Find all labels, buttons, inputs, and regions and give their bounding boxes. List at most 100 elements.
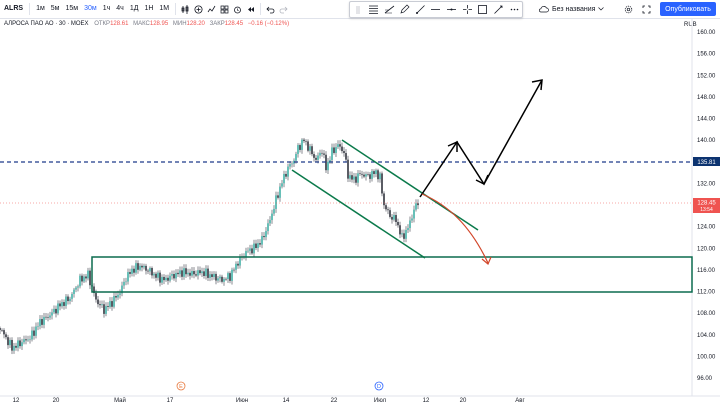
candle-body xyxy=(71,293,73,299)
publish-button[interactable]: Опубликовать xyxy=(660,2,716,16)
candle-body xyxy=(137,263,139,270)
time-tick-label: Июн xyxy=(236,398,248,404)
channel-lower-line[interactable] xyxy=(291,169,426,259)
divider xyxy=(29,3,31,15)
candle-body xyxy=(85,276,87,279)
candle-body xyxy=(79,275,81,287)
candle-body xyxy=(31,330,33,340)
ray-icon[interactable] xyxy=(413,2,428,17)
candle-body xyxy=(413,209,415,219)
candlestick-series xyxy=(0,137,419,355)
candle-body xyxy=(43,316,45,325)
interval-15m[interactable]: 15м xyxy=(65,5,79,12)
candle-body xyxy=(171,274,173,276)
candle-body xyxy=(49,315,51,318)
interval-4h[interactable]: 4ч xyxy=(116,5,124,12)
candle-body xyxy=(155,273,157,278)
candle-body xyxy=(53,308,55,313)
forecast-path-down[interactable] xyxy=(421,193,489,264)
earnings-marker[interactable] xyxy=(176,381,186,391)
candle-body xyxy=(57,303,59,314)
candle-body xyxy=(371,171,373,179)
price-chart[interactable]: 160.00156.00152.00148.00144.00140.00136.… xyxy=(0,18,720,411)
candle-body xyxy=(239,256,241,266)
change-value: −0.16 (−0.12%) xyxy=(247,21,290,27)
time-tick-label: Май xyxy=(114,397,126,404)
interval-1m[interactable]: 1м xyxy=(36,5,45,12)
alert-icon[interactable] xyxy=(231,0,244,18)
candle-body xyxy=(317,155,319,160)
price-tick-label: 100.00 xyxy=(697,354,716,360)
channel-upper-line[interactable] xyxy=(341,139,479,231)
candle-body xyxy=(337,144,339,148)
divider xyxy=(175,3,177,15)
dividend-marker-text: D xyxy=(377,384,381,390)
line-icon[interactable] xyxy=(428,2,443,17)
candle-body xyxy=(395,215,397,223)
candle-body xyxy=(375,170,377,174)
trend-icon[interactable] xyxy=(382,2,397,17)
support-zone-box[interactable] xyxy=(91,256,693,293)
interval-1mo[interactable]: 1М xyxy=(159,5,170,12)
price-tick-label: 144.00 xyxy=(697,117,716,123)
replay-icon[interactable] xyxy=(244,0,257,18)
candle-body xyxy=(251,248,253,254)
fullscreen-icon[interactable] xyxy=(642,5,651,14)
candle-body xyxy=(105,306,107,314)
compare-icon[interactable] xyxy=(192,0,205,18)
price-tick-label: 124.00 xyxy=(697,225,716,231)
candle-body xyxy=(195,274,197,276)
high-value: 128.95 xyxy=(149,21,169,27)
layout-name-label: Без названия xyxy=(552,5,596,13)
drawing-toolbar xyxy=(349,1,523,18)
layout-menu[interactable]: Без названия xyxy=(538,0,671,18)
candle-body xyxy=(399,225,401,235)
candle-body xyxy=(7,337,9,346)
interval-5m[interactable]: 5м xyxy=(50,5,60,12)
more-icon[interactable] xyxy=(507,2,522,17)
indicators-icon[interactable] xyxy=(205,0,218,18)
candles-icon[interactable] xyxy=(179,0,192,18)
candle-body xyxy=(25,339,27,341)
candle-body xyxy=(307,141,309,151)
templates-icon[interactable] xyxy=(218,0,231,18)
rect-icon[interactable] xyxy=(475,2,490,17)
candle-body xyxy=(249,248,251,251)
candle-body xyxy=(319,152,321,156)
candle-body xyxy=(229,273,231,281)
drag-handle-icon[interactable] xyxy=(350,2,365,17)
candle-body xyxy=(389,210,391,217)
candle-body xyxy=(213,273,215,277)
symbol-search[interactable]: ALRS xyxy=(4,5,24,12)
redo-icon[interactable] xyxy=(277,0,290,18)
hline-icon[interactable] xyxy=(444,2,459,17)
forecast-arrow-head-3 xyxy=(531,79,543,91)
candle-body xyxy=(69,298,71,302)
candle-body xyxy=(177,272,179,275)
low-label: МИН xyxy=(172,21,187,27)
candle-body xyxy=(13,345,15,351)
candle-body xyxy=(291,163,293,165)
forecast-path-up[interactable] xyxy=(419,79,543,198)
candle-body xyxy=(223,278,225,282)
candle-body xyxy=(139,265,141,270)
dividend-marker[interactable] xyxy=(374,381,384,391)
undo-icon[interactable] xyxy=(264,0,277,18)
forecast-arrow-head-2 xyxy=(475,174,489,186)
fib-lines-icon[interactable] xyxy=(366,2,381,17)
interval-1h[interactable]: 1ч xyxy=(102,5,111,12)
interval-30m[interactable]: 30м xyxy=(84,5,97,12)
pencil-icon[interactable] xyxy=(397,2,412,17)
cross-icon[interactable] xyxy=(460,2,475,17)
candle-body xyxy=(55,308,57,314)
interval-1w[interactable]: 1Н xyxy=(144,5,154,12)
candle-body xyxy=(73,289,75,294)
open-label: ОТКР xyxy=(94,21,111,27)
gear-icon[interactable] xyxy=(624,5,633,14)
candle-body xyxy=(11,339,13,351)
brush-icon[interactable] xyxy=(491,2,506,17)
candle-body xyxy=(179,270,181,275)
interval-1d[interactable]: 1Д xyxy=(129,5,139,12)
low-value: 128.20 xyxy=(186,21,205,27)
candle-body xyxy=(35,326,37,336)
